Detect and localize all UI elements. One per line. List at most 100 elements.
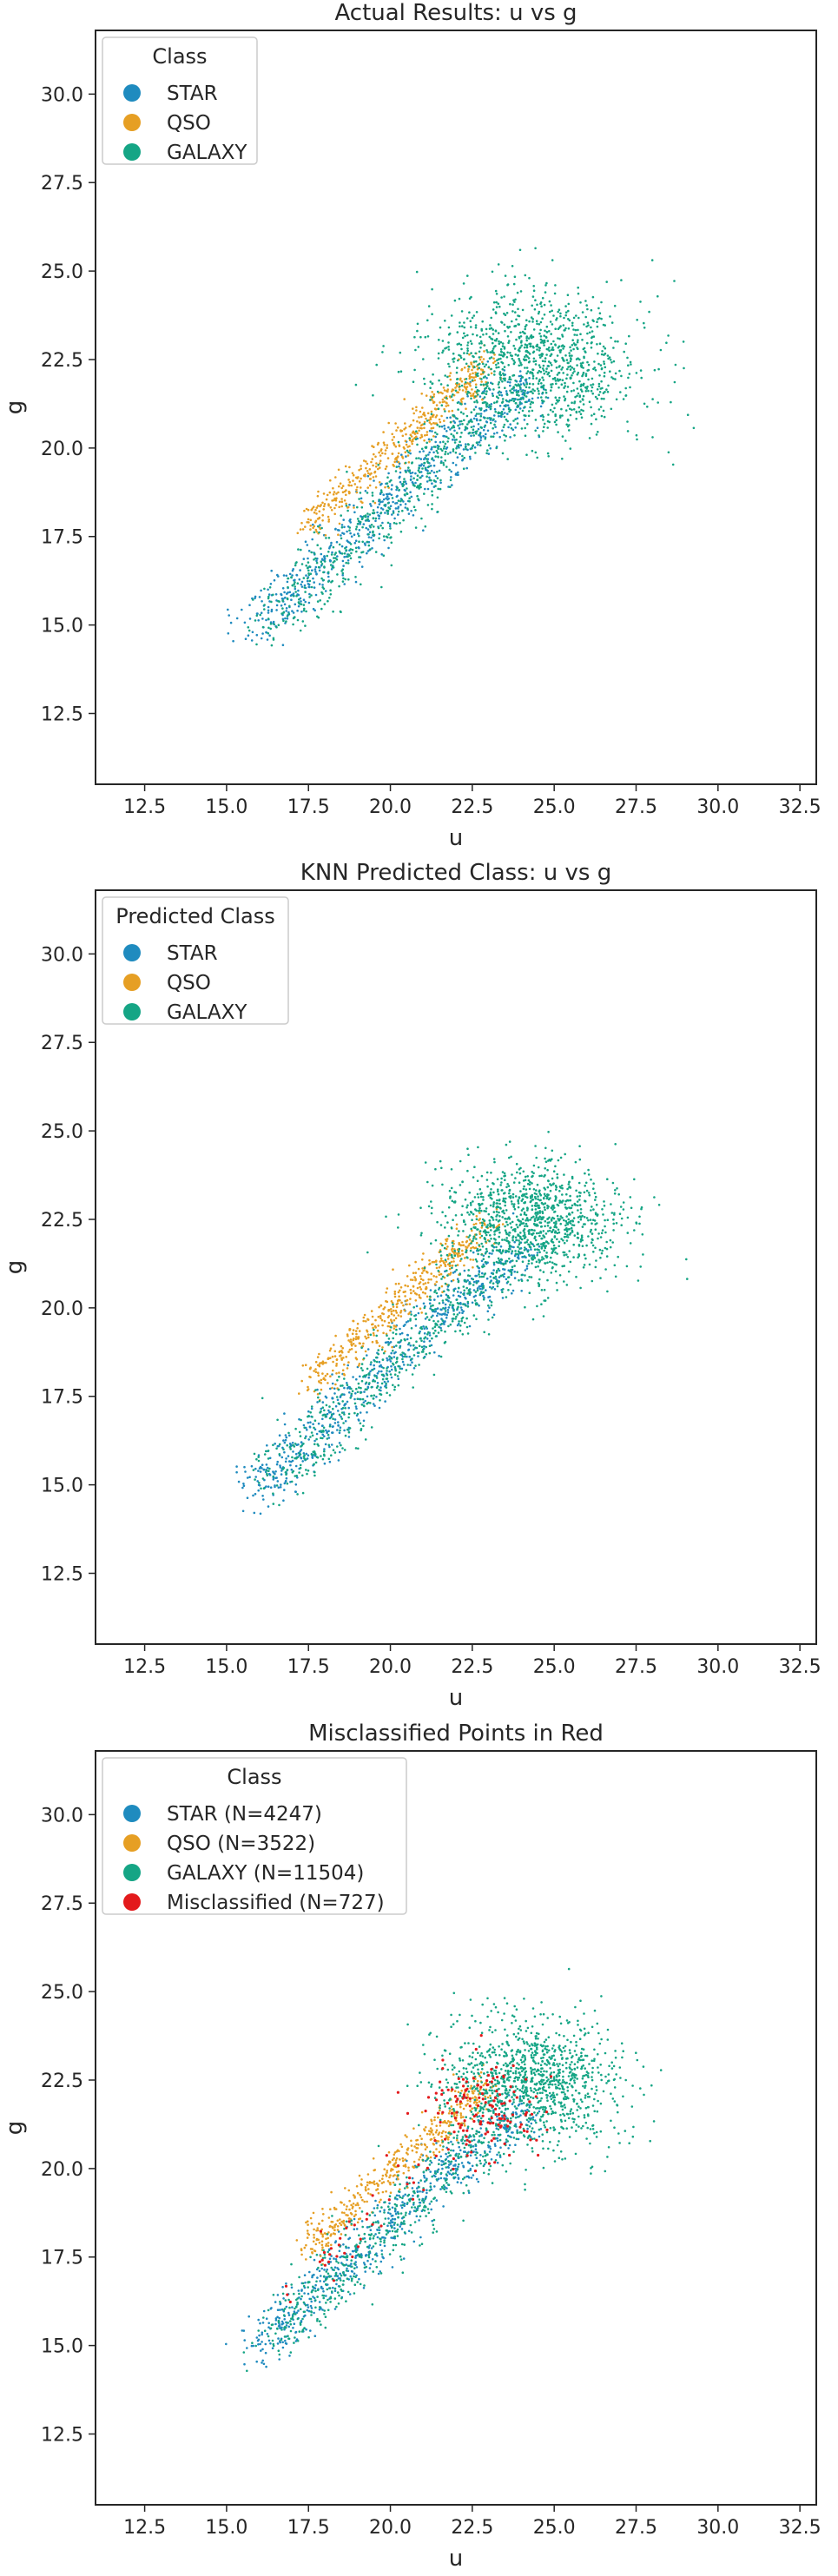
scatter-point-qso <box>445 1239 448 1243</box>
scatter-point-galaxy <box>635 1221 637 1224</box>
scatter-point-star <box>300 580 304 584</box>
scatter-point-galaxy <box>294 591 297 593</box>
scatter-point-star <box>530 1248 532 1251</box>
scatter-point-star <box>492 1263 496 1266</box>
scatter-point-galaxy <box>606 1290 609 1293</box>
scatter-point-qso <box>480 1226 484 1229</box>
scatter-point-galaxy <box>465 393 469 396</box>
scatter-point-galaxy <box>565 359 569 361</box>
scatter-point-galaxy <box>520 1279 524 1283</box>
scatter-point-galaxy <box>431 1337 433 1340</box>
scatter-point-galaxy <box>285 620 287 623</box>
scatter-point-star <box>288 1434 291 1437</box>
scatter-point-star <box>280 592 282 596</box>
scatter-point-star <box>346 530 348 533</box>
scatter-point-galaxy <box>494 410 497 413</box>
scatter-point-galaxy <box>536 1243 538 1246</box>
scatter-point-star <box>502 408 505 411</box>
scatter-point-galaxy <box>544 396 548 399</box>
scatter-point-galaxy <box>566 373 569 376</box>
scatter-point-star <box>469 458 472 460</box>
scatter-point-galaxy <box>456 401 459 405</box>
scatter-point-star <box>326 1412 329 1416</box>
scatter-point-galaxy <box>343 552 346 555</box>
scatter-point-qso <box>465 407 467 411</box>
scatter-point-galaxy <box>465 1304 467 1307</box>
scatter-point-galaxy <box>440 1329 443 1332</box>
scatter-point-star <box>452 1271 455 1274</box>
scatter-point-star <box>258 1467 261 1470</box>
scatter-point-galaxy <box>653 368 657 372</box>
scatter-point-qso <box>333 512 337 516</box>
scatter-point-galaxy <box>543 340 546 344</box>
scatter-point-star <box>370 536 373 539</box>
scatter-point-galaxy <box>511 387 513 391</box>
scatter-point-galaxy <box>307 569 310 572</box>
scatter-point-star <box>340 534 342 537</box>
scatter-point-qso <box>315 530 318 533</box>
scatter-point-star <box>492 1313 496 1317</box>
scatter-point-qso <box>387 1309 390 1311</box>
scatter-point-galaxy <box>622 1201 625 1204</box>
scatter-point-qso <box>384 1350 386 1353</box>
scatter-point-galaxy <box>540 1289 544 1291</box>
scatter-point-galaxy <box>406 492 409 495</box>
scatter-point-qso <box>465 1239 469 1243</box>
x-tick-label: 27.5 <box>615 796 657 818</box>
scatter-point-galaxy <box>597 307 600 310</box>
scatter-point-galaxy <box>531 377 535 380</box>
scatter-point-qso <box>393 1324 396 1327</box>
scatter-point-galaxy <box>320 547 322 550</box>
scatter-point-galaxy <box>425 1352 428 1356</box>
scatter-point-qso <box>393 435 396 439</box>
scatter-point-galaxy <box>452 425 455 428</box>
scatter-point-galaxy <box>432 1327 434 1330</box>
scatter-point-star <box>331 551 333 554</box>
scatter-point-star <box>327 1409 330 1412</box>
scatter-point-galaxy <box>307 1470 310 1472</box>
scatter-point-galaxy <box>437 1331 440 1334</box>
scatter-point-galaxy <box>511 1196 515 1199</box>
scatter-point-star <box>282 1499 285 1502</box>
scatter-point-qso <box>379 1317 382 1320</box>
scatter-point-galaxy <box>397 1364 400 1368</box>
scatter-point-galaxy <box>494 289 498 293</box>
scatter-point-qso <box>307 1385 309 1389</box>
scatter-point-galaxy <box>503 1212 505 1215</box>
scatter-point-galaxy <box>466 347 469 350</box>
scatter-point-star <box>432 459 435 462</box>
scatter-point-qso <box>430 423 432 426</box>
scatter-point-galaxy <box>539 302 542 306</box>
scatter-point-star <box>241 1509 245 1513</box>
scatter-point-galaxy <box>474 1208 477 1211</box>
scatter-point-qso <box>426 1270 428 1273</box>
scatter-point-galaxy <box>633 1178 636 1181</box>
scatter-point-qso <box>340 500 344 503</box>
scatter-point-qso <box>350 1348 353 1351</box>
scatter-point-star <box>321 558 324 561</box>
scatter-point-galaxy <box>569 407 571 411</box>
scatter-point-galaxy <box>448 332 452 335</box>
scatter-point-galaxy <box>441 1319 445 1322</box>
scatter-point-galaxy <box>577 392 580 395</box>
scatter-point-galaxy <box>534 451 538 454</box>
scatter-point-qso <box>375 462 378 465</box>
scatter-point-qso <box>404 1284 407 1287</box>
scatter-point-star <box>294 1490 297 1493</box>
scatter-point-galaxy <box>571 1231 574 1233</box>
scatter-point-qso <box>356 1322 360 1325</box>
scatter-point-qso <box>334 476 337 479</box>
scatter-point-galaxy <box>459 435 462 439</box>
scatter-point-galaxy <box>590 1178 592 1181</box>
scatter-point-galaxy <box>525 414 527 418</box>
scatter-point-star <box>507 1269 510 1271</box>
scatter-point-qso <box>418 1282 421 1285</box>
scatter-point-galaxy <box>544 335 548 339</box>
scatter-point-galaxy <box>360 1404 364 1406</box>
scatter-point-galaxy <box>441 449 444 452</box>
scatter-point-star <box>288 1460 291 1463</box>
scatter-point-star <box>387 546 390 550</box>
scatter-point-galaxy <box>554 414 557 418</box>
scatter-point-star <box>274 1470 277 1473</box>
scatter-point-star <box>270 569 273 572</box>
